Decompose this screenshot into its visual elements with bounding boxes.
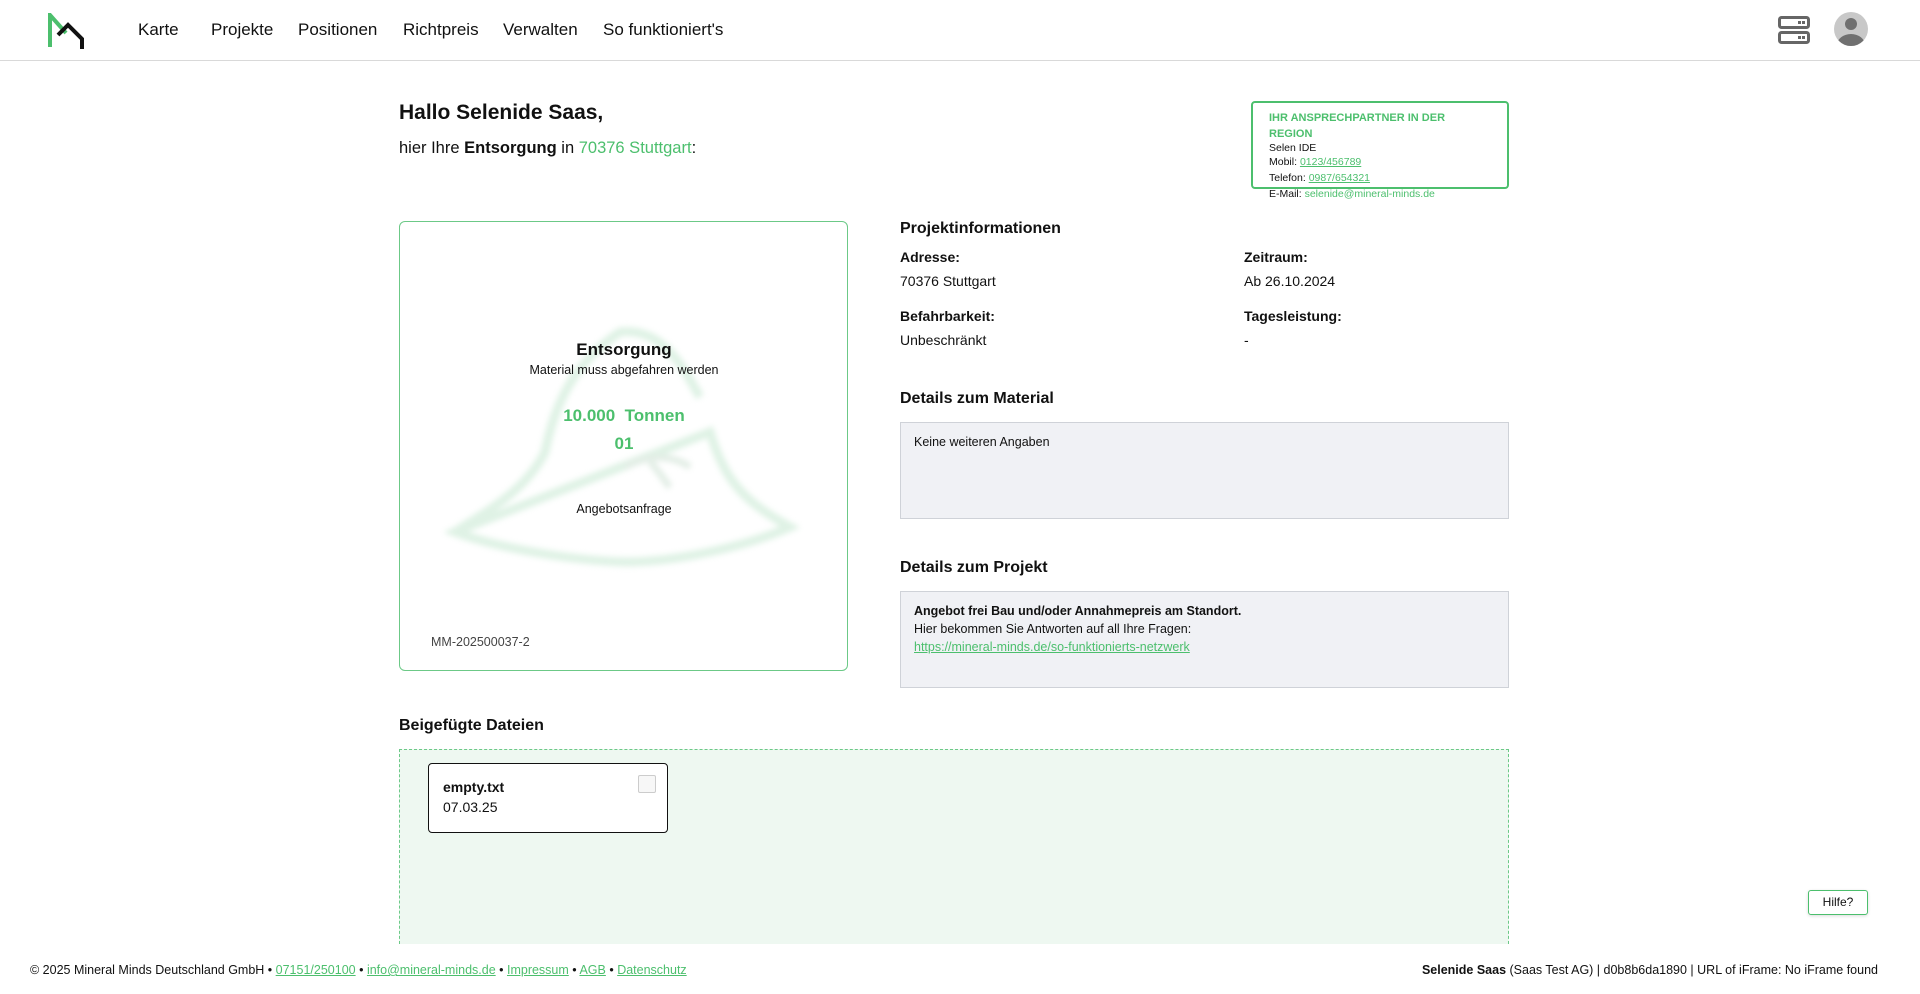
greeting-subline: hier Ihre Entsorgung in 70376 Stuttgart: (399, 139, 696, 158)
field-label: Adresse: (900, 249, 960, 265)
sep: • (264, 963, 276, 977)
position-card[interactable]: Entsorgung Material muss abgefahren werd… (399, 221, 848, 671)
nav-projekte[interactable]: Projekte (211, 20, 274, 39)
label: Telefon: (1269, 172, 1309, 184)
project-line: Angebot frei Bau und/oder Annahmepreis a… (914, 604, 1242, 618)
server-icon[interactable] (1778, 16, 1810, 45)
datenschutz-link[interactable]: Datenschutz (617, 963, 687, 977)
file-name: empty.txt (443, 779, 505, 795)
contact-title: IHR ANSPRECHPARTNER IN DER REGION (1269, 112, 1446, 140)
project-details-box: Angebot frei Bau und/oder Annahmepreis a… (900, 591, 1509, 688)
location-link[interactable]: 70376 Stuttgart (578, 139, 692, 157)
text: : (691, 139, 697, 157)
faq-link[interactable]: https://mineral-minds.de/so-funktioniert… (914, 640, 1190, 654)
email-link[interactable]: selenide@mineral-minds.de (1304, 188, 1435, 200)
card-status: Angebotsanfrage (576, 502, 672, 516)
field-value: Ab 26.10.2024 (1244, 273, 1336, 289)
file-dropzone[interactable]: empty.txt 07.03.25 (399, 749, 1509, 949)
agb-link[interactable]: AGB (579, 963, 606, 977)
nav-richtpreis[interactable]: Richtpreis (403, 20, 479, 39)
help-label: Hilfe? (1822, 895, 1854, 909)
project-heading: Details zum Projekt (900, 559, 1048, 576)
file-checkbox[interactable] (638, 775, 656, 793)
material-heading: Details zum Material (900, 390, 1054, 407)
card-title: Entsorgung (576, 340, 672, 359)
help-button[interactable]: Hilfe? (1808, 890, 1868, 915)
field-label: Zeitraum: (1244, 249, 1308, 265)
text: in (556, 139, 579, 157)
type: Entsorgung (464, 139, 557, 157)
label: E-Mail: (1269, 188, 1305, 200)
footer-info: (Saas Test AG) | d0b8b6da1890 | URL of i… (1506, 963, 1879, 977)
field-value: 70376 Stuttgart (900, 273, 996, 289)
project-line: Hier bekommen Sie Antworten auf all Ihre… (914, 622, 1192, 636)
nav-verwalten[interactable]: Verwalten (503, 20, 578, 39)
greeting-title: Hallo Selenide Saas, (399, 101, 604, 124)
text: hier Ihre (399, 139, 465, 157)
card-subtitle: Material muss abgefahren werden (529, 363, 719, 377)
files-heading: Beigefügte Dateien (399, 717, 544, 734)
impressum-link[interactable]: Impressum (506, 963, 569, 977)
material-details-box: Keine weiteren Angaben (900, 422, 1509, 519)
nav-so-funktionierts[interactable]: So funktioniert's (603, 20, 724, 39)
file-card[interactable]: empty.txt 07.03.25 (428, 763, 668, 833)
top-header: Karte Projekte Positionen Richtpreis Ver… (0, 0, 1920, 61)
footer-phone-link[interactable]: 07151/250100 (275, 963, 356, 977)
telefon-link[interactable]: 0987/654321 (1308, 172, 1371, 184)
field-label: Befahrbarkeit: (900, 308, 995, 324)
card-code: 01 (614, 434, 634, 453)
label: Mobil: (1269, 156, 1300, 168)
field-label: Tagesleistung: (1244, 308, 1342, 324)
contact-box: IHR ANSPRECHPARTNER IN DER REGION Selen … (1251, 101, 1509, 200)
footer-email-link[interactable]: info@mineral-minds.de (366, 963, 496, 977)
contact-name: Selen IDE (1269, 142, 1317, 154)
footer-left: © 2025 Mineral Minds Deutschland GmbH • … (30, 963, 687, 977)
sep: • (568, 963, 580, 977)
footer-user: Selenide Saas (1421, 963, 1507, 977)
avatar-icon[interactable] (1834, 12, 1868, 46)
material-text: Keine weiteren Angaben (914, 435, 1050, 449)
field-value: - (1244, 332, 1249, 348)
copyright: © 2025 Mineral Minds Deutschland GmbH (30, 963, 265, 977)
file-date: 07.03.25 (443, 799, 498, 815)
field-value: Unbeschränkt (900, 332, 987, 348)
sep: • (495, 963, 507, 977)
project-info-heading: Projektinformationen (900, 220, 1061, 237)
sep: • (355, 963, 367, 977)
nav-karte[interactable]: Karte (138, 20, 179, 39)
nav-positionen[interactable]: Positionen (298, 20, 378, 39)
sep: • (605, 963, 618, 977)
card-id: MM-202500037-2 (431, 635, 530, 649)
footer-right: Selenide Saas (Saas Test AG) | d0b8b6da1… (1422, 963, 1878, 977)
card-amount: 10.000 Tonnen (563, 406, 685, 425)
material-pile-icon (445, 327, 801, 567)
mobil-link[interactable]: 0123/456789 (1299, 156, 1362, 168)
footer (0, 944, 1920, 994)
logo[interactable] (48, 13, 84, 49)
